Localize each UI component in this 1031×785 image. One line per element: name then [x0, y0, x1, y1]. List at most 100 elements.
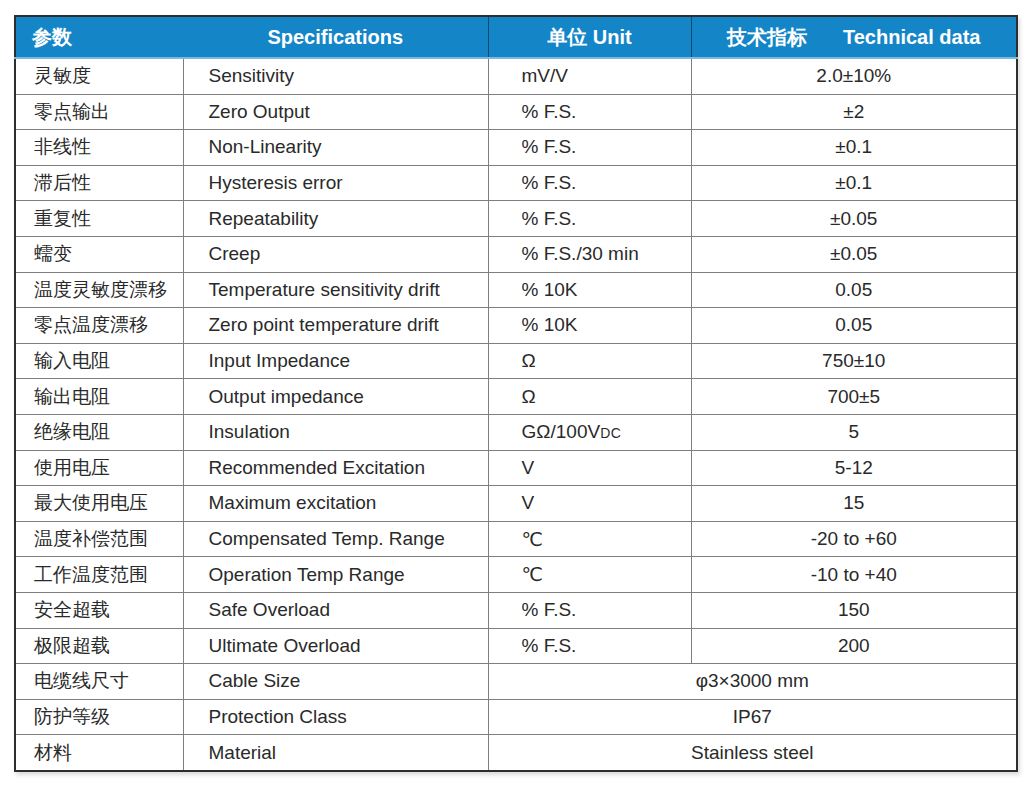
spec-cell: Non-Linearity — [183, 130, 488, 166]
unit-text: V — [522, 457, 535, 478]
table-row: 非线性 Non-Linearity % F.S. ±0.1 — [15, 130, 1017, 166]
param-cell: 零点温度漂移 — [15, 308, 183, 344]
param-cell: 温度补偿范围 — [15, 521, 183, 557]
param-cell: 蠕变 — [15, 236, 183, 272]
spec-cell: Insulation — [183, 414, 488, 450]
table-row: 防护等级 Protection Class IP67 — [15, 699, 1017, 735]
table-row: 工作温度范围 Operation Temp Range ℃ -10 to +40 — [15, 557, 1017, 593]
param-cell: 安全超载 — [15, 592, 183, 628]
table-row: 零点输出 Zero Output % F.S. ±2 — [15, 94, 1017, 130]
header-cell-unit: 单位 Unit — [488, 16, 691, 58]
unit-text: % F.S. — [522, 172, 577, 193]
param-cell: 工作温度范围 — [15, 557, 183, 593]
spec-cell: Creep — [183, 236, 488, 272]
table-row: 极限超载 Ultimate Overload % F.S. 200 — [15, 628, 1017, 664]
header-cell-specifications: Specifications — [183, 16, 488, 58]
value-cell: 5 — [691, 414, 1017, 450]
unit-cell: V — [488, 450, 691, 486]
spec-cell: Operation Temp Range — [183, 557, 488, 593]
table-row: 材料 Material Stainless steel — [15, 735, 1017, 771]
spec-cell: Zero Output — [183, 94, 488, 130]
table-row: 滞后性 Hysteresis error % F.S. ±0.1 — [15, 165, 1017, 201]
spec-cell: Sensitivity — [183, 58, 488, 94]
unit-text: % F.S. — [522, 101, 577, 122]
param-cell: 输入电阻 — [15, 343, 183, 379]
param-cell: 防护等级 — [15, 699, 183, 735]
unit-cell: % F.S. — [488, 94, 691, 130]
spec-cell: Compensated Temp. Range — [183, 521, 488, 557]
unit-cell: V — [488, 486, 691, 522]
unit-text: % F.S. — [522, 599, 577, 620]
merged-value-text: IP67 — [733, 706, 772, 727]
unit-cell: % F.S. — [488, 165, 691, 201]
value-cell: 750±10 — [691, 343, 1017, 379]
table-header: 参数 Specifications 单位 Unit 技术指标Technical … — [15, 16, 1017, 58]
spec-cell: Cable Size — [183, 664, 488, 700]
unit-cell: % F.S./30 min — [488, 236, 691, 272]
header-technical-en: Technical data — [843, 26, 980, 48]
unit-text: % F.S./30 min — [522, 243, 639, 264]
value-cell: 150 — [691, 592, 1017, 628]
value-cell: -20 to +60 — [691, 521, 1017, 557]
unit-text: V — [522, 492, 535, 513]
value-cell: 15 — [691, 486, 1017, 522]
param-cell: 材料 — [15, 735, 183, 771]
param-cell: 最大使用电压 — [15, 486, 183, 522]
unit-cell: % 10K — [488, 308, 691, 344]
unit-small-text: DC — [600, 425, 621, 441]
table-row: 电缆线尺寸 Cable Size φ3×3000 mm — [15, 664, 1017, 700]
merged-value-cell: IP67 — [488, 699, 1017, 735]
merged-value-text: φ3×3000 mm — [696, 670, 809, 691]
unit-text: ℃ — [522, 564, 543, 585]
value-cell: 0.05 — [691, 272, 1017, 308]
spec-cell: Input Impedance — [183, 343, 488, 379]
value-cell: -10 to +40 — [691, 557, 1017, 593]
unit-cell: ℃ — [488, 557, 691, 593]
spec-cell: Zero point temperature drift — [183, 308, 488, 344]
unit-cell: % F.S. — [488, 592, 691, 628]
unit-text: Ω — [522, 386, 536, 407]
spec-cell: Repeatability — [183, 201, 488, 237]
value-cell: 2.0±10% — [691, 58, 1017, 94]
table-row: 零点温度漂移 Zero point temperature drift % 10… — [15, 308, 1017, 344]
spec-cell: Recommended Excitation — [183, 450, 488, 486]
specifications-table: 参数 Specifications 单位 Unit 技术指标Technical … — [14, 15, 1018, 772]
value-cell: ±0.1 — [691, 165, 1017, 201]
header-row: 参数 Specifications 单位 Unit 技术指标Technical … — [15, 16, 1017, 58]
table-row: 绝缘电阻 Insulation GΩ/100VDC 5 — [15, 414, 1017, 450]
value-cell: 5-12 — [691, 450, 1017, 486]
param-cell: 灵敏度 — [15, 58, 183, 94]
unit-text: ℃ — [522, 529, 543, 550]
table-row: 灵敏度 Sensitivity mV/V 2.0±10% — [15, 58, 1017, 94]
header-cell-technical-data: 技术指标 Technical data — [691, 16, 1017, 58]
table-row: 温度补偿范围 Compensated Temp. Range ℃ -20 to … — [15, 521, 1017, 557]
param-cell: 电缆线尺寸 — [15, 664, 183, 700]
param-cell: 极限超载 — [15, 628, 183, 664]
value-cell: ±0.05 — [691, 201, 1017, 237]
unit-cell: GΩ/100VDC — [488, 414, 691, 450]
value-cell: ±0.1 — [691, 130, 1017, 166]
spec-cell: Protection Class — [183, 699, 488, 735]
unit-text: % F.S. — [522, 635, 577, 656]
unit-cell: % 10K — [488, 272, 691, 308]
table-row: 最大使用电压 Maximum excitation V 15 — [15, 486, 1017, 522]
spec-cell: Safe Overload — [183, 592, 488, 628]
unit-cell: % F.S. — [488, 130, 691, 166]
param-cell: 绝缘电阻 — [15, 414, 183, 450]
table-row: 安全超载 Safe Overload % F.S. 150 — [15, 592, 1017, 628]
table-row: 输出电阻 Output impedance Ω 700±5 — [15, 379, 1017, 415]
table-row: 重复性 Repeatability % F.S. ±0.05 — [15, 201, 1017, 237]
param-cell: 滞后性 — [15, 165, 183, 201]
header-technical-cn: 技术指标 — [727, 26, 807, 48]
unit-text: GΩ/100V — [522, 421, 601, 442]
table-row: 温度灵敏度漂移 Temperature sensitivity drift % … — [15, 272, 1017, 308]
unit-text: mV/V — [522, 65, 568, 86]
param-cell: 零点输出 — [15, 94, 183, 130]
value-cell: 0.05 — [691, 308, 1017, 344]
param-cell: 输出电阻 — [15, 379, 183, 415]
unit-text: % F.S. — [522, 208, 577, 229]
unit-cell: mV/V — [488, 58, 691, 94]
unit-text: Ω — [522, 350, 536, 371]
param-cell: 使用电压 — [15, 450, 183, 486]
spec-cell: Material — [183, 735, 488, 771]
